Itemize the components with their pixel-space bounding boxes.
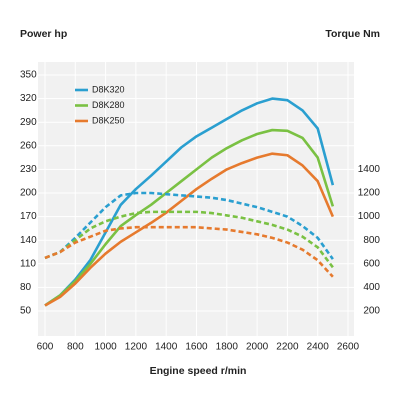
x-tick-label: 1200 — [125, 342, 148, 353]
y-tick-label: 170 — [20, 211, 37, 222]
y-tick-label: 80 — [20, 282, 32, 293]
y-tick-label: 140 — [20, 235, 37, 246]
y2-axis-label: Torque Nm — [325, 28, 380, 40]
y2-tick-label: 1200 — [358, 188, 381, 199]
torque-line — [44, 210, 334, 269]
y2-tick-label: 1400 — [358, 164, 381, 175]
x-tick-label: 1400 — [155, 342, 178, 353]
x-tick-label: 2400 — [307, 342, 330, 353]
x-axis-label: Engine speed r/min — [150, 365, 247, 377]
legend-label: D8K320 — [92, 84, 125, 94]
x-tick-label: 1800 — [216, 342, 239, 353]
legend-label: D8K280 — [92, 100, 125, 110]
x-tick-label: 1600 — [185, 342, 208, 353]
y2-tick-label: 200 — [363, 306, 380, 317]
x-tick-label: 2200 — [276, 342, 299, 353]
y2-tick-label: 800 — [363, 235, 380, 246]
legend-label: D8K250 — [92, 115, 125, 125]
x-tick-label: 2000 — [246, 342, 269, 353]
power-line — [44, 128, 335, 307]
y-tick-label: 290 — [20, 117, 37, 128]
y-tick-label: 110 — [20, 258, 36, 269]
y2-tick-label: 600 — [363, 258, 380, 269]
power-line — [44, 97, 335, 307]
x-tick-label: 600 — [37, 342, 54, 353]
y-tick-label: 50 — [20, 306, 32, 317]
y2-tick-label: 1000 — [358, 211, 381, 222]
torque-line — [44, 191, 334, 260]
x-tick-label: 800 — [67, 342, 84, 353]
x-tick-label: 2600 — [337, 342, 360, 353]
power-line — [44, 152, 335, 307]
y-tick-label: 320 — [20, 93, 37, 104]
y2-tick-label: 400 — [363, 282, 380, 293]
y-tick-label: 350 — [20, 70, 37, 81]
x-tick-label: 1000 — [94, 342, 117, 353]
y-tick-label: 200 — [20, 188, 37, 199]
y-tick-label: 260 — [20, 140, 37, 151]
y-axis-label: Power hp — [20, 28, 67, 40]
y-tick-label: 230 — [20, 164, 37, 175]
